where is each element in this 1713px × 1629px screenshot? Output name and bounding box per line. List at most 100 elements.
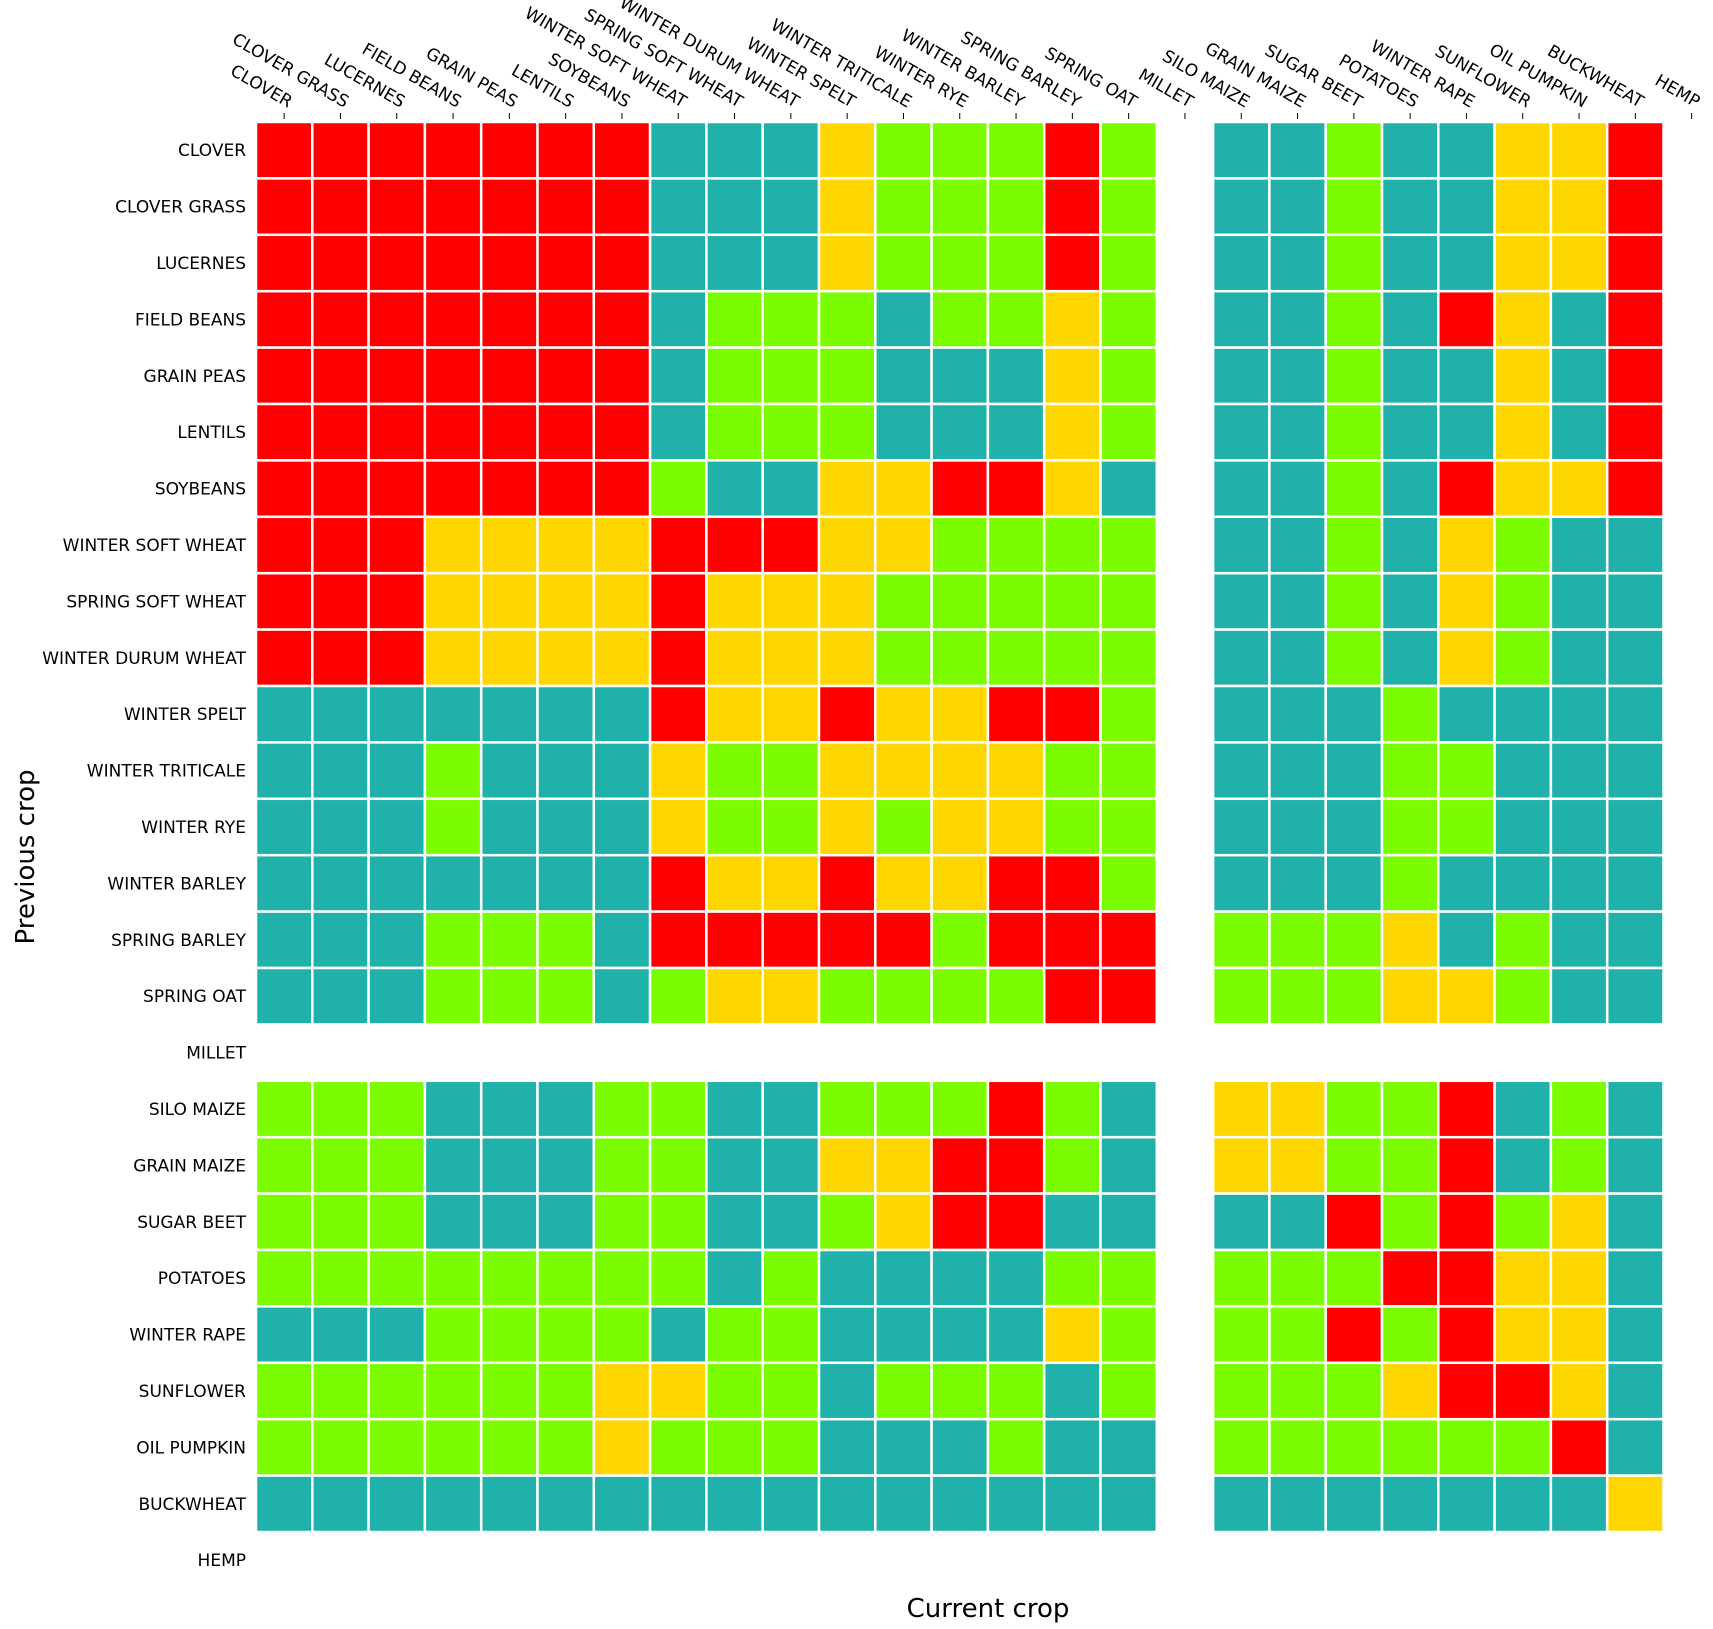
heatmap-cell	[1324, 402, 1384, 462]
heatmap-cell	[648, 797, 708, 857]
heatmap-cell	[1268, 1417, 1327, 1477]
heatmap-cell	[705, 1305, 764, 1365]
heatmap-cell	[1380, 1248, 1440, 1308]
heatmap-cell	[986, 910, 1046, 970]
heatmap-cell	[874, 1305, 933, 1365]
y-tick-label: SPRING SOFT WHEAT	[66, 592, 246, 612]
heatmap-cell	[874, 346, 933, 406]
heatmap-cell	[648, 459, 708, 519]
heatmap-cell	[1211, 346, 1271, 406]
heatmap-cell	[536, 910, 596, 970]
heatmap-cell	[1380, 741, 1440, 801]
heatmap-cell	[930, 741, 990, 801]
heatmap-cell	[1493, 797, 1553, 857]
heatmap-cell	[761, 571, 821, 631]
heatmap-cell	[1042, 1474, 1102, 1534]
heatmap-cell	[1042, 120, 1102, 180]
heatmap-cell	[1493, 1305, 1553, 1365]
heatmap-cell	[648, 966, 708, 1026]
heatmap-cell	[254, 1474, 314, 1534]
heatmap-cell	[479, 1474, 539, 1534]
heatmap-cell	[874, 1192, 933, 1252]
heatmap-cell	[705, 233, 764, 293]
heatmap-cell	[761, 853, 821, 913]
heatmap-cell	[592, 1474, 652, 1534]
heatmap-cell	[536, 853, 596, 913]
heatmap-cell	[1549, 684, 1609, 744]
heatmap-cell	[254, 1135, 314, 1195]
heatmap-cell	[705, 571, 764, 631]
heatmap-cell	[479, 1248, 539, 1308]
heatmap-cell	[1380, 289, 1440, 349]
heatmap-cell	[367, 571, 427, 631]
heatmap-cell	[536, 402, 596, 462]
y-tick-label: CLOVER	[178, 141, 246, 161]
heatmap-cell	[1324, 1192, 1384, 1252]
heatmap-cell	[648, 1417, 708, 1477]
y-tick-label: BUCKWHEAT	[138, 1495, 246, 1515]
heatmap-cell	[254, 571, 314, 631]
heatmap-cell	[367, 910, 427, 970]
heatmap-cell	[1268, 966, 1327, 1026]
y-tick-label: SOYBEANS	[155, 480, 246, 500]
heatmap-cell	[930, 459, 990, 519]
heatmap-cell	[423, 966, 483, 1026]
heatmap-cell	[1493, 459, 1553, 519]
heatmap-cell	[705, 1248, 764, 1308]
heatmap-cell	[1324, 1135, 1384, 1195]
heatmap-cell	[1268, 233, 1327, 293]
heatmap-cell	[761, 177, 821, 237]
heatmap-cell	[311, 1474, 370, 1534]
heatmap-cell	[705, 515, 764, 575]
heatmap-cell	[1099, 233, 1159, 293]
heatmap-cell	[761, 289, 821, 349]
heatmap-cell	[986, 741, 1046, 801]
heatmap-cell	[311, 459, 370, 519]
heatmap-cell	[1605, 797, 1665, 857]
heatmap-cell	[1437, 1248, 1496, 1308]
heatmap-cell	[930, 1135, 990, 1195]
heatmap-cell	[479, 120, 539, 180]
heatmap-cell	[1549, 741, 1609, 801]
heatmap-cell	[986, 346, 1046, 406]
heatmap-cell	[423, 571, 483, 631]
heatmap-cell	[1605, 910, 1665, 970]
y-tick-label: MILLET	[186, 1044, 246, 1064]
heatmap-cell	[1268, 1248, 1327, 1308]
heatmap-cell	[254, 346, 314, 406]
heatmap-cell	[986, 1135, 1046, 1195]
heatmap-cell	[986, 797, 1046, 857]
heatmap-cell	[311, 1079, 370, 1139]
heatmap-cell	[1380, 459, 1440, 519]
heatmap-cell	[1042, 177, 1102, 237]
heatmap-cell	[367, 402, 427, 462]
heatmap-cell	[1099, 515, 1159, 575]
heatmap-cell	[1605, 628, 1665, 688]
heatmap-cell	[1549, 966, 1609, 1026]
heatmap-cell	[536, 1361, 596, 1421]
heatmap-cell	[986, 1361, 1046, 1421]
heatmap-cell	[1493, 233, 1553, 293]
heatmap-cell	[592, 515, 652, 575]
heatmap-cell	[1099, 1417, 1159, 1477]
heatmap-cell	[648, 1135, 708, 1195]
heatmap-cell	[1493, 1192, 1553, 1252]
y-tick-label: SPRING BARLEY	[111, 931, 246, 951]
heatmap-cell	[1549, 1192, 1609, 1252]
heatmap-cell	[874, 741, 933, 801]
heatmap-cell	[761, 1135, 821, 1195]
heatmap-cell	[1437, 571, 1496, 631]
heatmap-cell	[1493, 515, 1553, 575]
heatmap-cell	[761, 966, 821, 1026]
heatmap-cell	[1549, 910, 1609, 970]
heatmap-cell	[367, 515, 427, 575]
y-tick-label: WINTER RAPE	[129, 1326, 246, 1346]
heatmap-cell	[536, 233, 596, 293]
heatmap-cell	[761, 1474, 821, 1534]
y-tick-label: SILO MAIZE	[149, 1100, 246, 1120]
heatmap-cell	[705, 402, 764, 462]
heatmap-cell	[479, 910, 539, 970]
heatmap-cell	[705, 797, 764, 857]
heatmap-cell	[592, 571, 652, 631]
heatmap-cell	[423, 346, 483, 406]
